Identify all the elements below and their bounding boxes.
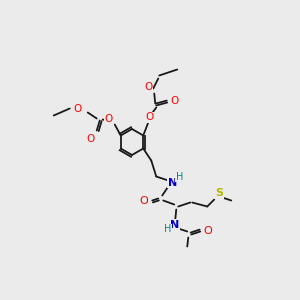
Text: S: S <box>215 188 223 199</box>
Text: O: O <box>74 104 82 115</box>
Text: O: O <box>145 112 153 122</box>
Text: H: H <box>176 172 183 182</box>
Text: H: H <box>164 224 171 235</box>
Text: O: O <box>170 97 178 106</box>
Text: N: N <box>168 178 177 188</box>
Text: O: O <box>203 226 212 236</box>
Text: O: O <box>105 115 113 124</box>
Text: O: O <box>144 82 152 92</box>
Text: O: O <box>139 196 148 206</box>
Text: N: N <box>169 220 179 230</box>
Text: O: O <box>87 134 95 145</box>
